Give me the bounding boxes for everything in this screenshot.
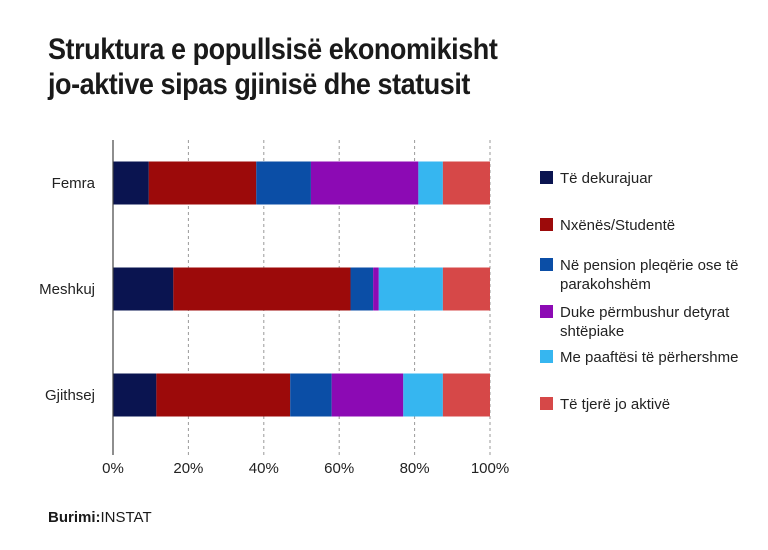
legend-label: Të dekurajuar	[560, 170, 653, 187]
bar-segment	[113, 161, 149, 205]
x-tick-label: 40%	[249, 460, 279, 477]
legend-label: Me paaftësi të përhershme	[560, 349, 738, 366]
source-note: Burimi:INSTAT	[48, 509, 152, 526]
bar-segment	[113, 373, 157, 417]
bar-segment	[418, 161, 443, 205]
source-value: INSTAT	[100, 509, 152, 526]
bar-segment	[442, 161, 490, 205]
bar-layer	[113, 161, 490, 417]
bar-segment	[290, 373, 332, 417]
legend-label: Në pension pleqërie ose të parakohshëm	[560, 257, 738, 293]
category-label: Gjithsej	[45, 387, 95, 404]
chart-title: Struktura e popullsisë ekonomikisht jo-a…	[48, 32, 588, 102]
x-tick-label: 100%	[471, 460, 509, 477]
legend-swatch	[540, 258, 553, 271]
bar-segment	[378, 267, 443, 311]
bar-segment	[256, 161, 311, 205]
bar-segment	[350, 267, 374, 311]
x-tick-label: 20%	[173, 460, 203, 477]
axis-layer: 0% 20% 40% 60% 80% 100% Femra Meshkuj Gjithsej	[39, 140, 509, 477]
bar-segment	[156, 373, 291, 417]
legend-swatch	[540, 397, 553, 410]
bar-segment	[310, 161, 419, 205]
title-line-2: jo-aktive sipas gjinisë dhe statusit	[48, 68, 470, 101]
bar-segment	[113, 267, 174, 311]
category-label: Femra	[52, 175, 96, 192]
legend: Të dekurajuar Nxënës/Studentë Në pension p…	[540, 170, 738, 413]
source-label: Burimi:	[48, 509, 101, 526]
bar-segment	[173, 267, 351, 311]
category-label: Meshkuj	[39, 281, 95, 298]
legend-swatch	[540, 305, 553, 318]
legend-label: Nxënës/Studentë	[560, 217, 675, 234]
bar-segment	[331, 373, 404, 417]
x-tick-label: 0%	[102, 460, 124, 477]
x-tick-label: 60%	[324, 460, 354, 477]
legend-swatch	[540, 350, 553, 363]
bar-segment	[403, 373, 443, 417]
legend-swatch	[540, 171, 553, 184]
legend-label: Duke përmbushur detyrat shtëpiake	[560, 304, 730, 340]
bar-segment	[148, 161, 257, 205]
bar-segment	[442, 373, 490, 417]
bar-segment	[442, 267, 490, 311]
x-tick-label: 80%	[400, 460, 430, 477]
bar-segment	[373, 267, 379, 311]
title-line-1: Struktura e popullsisë ekonomikisht	[48, 33, 498, 66]
legend-swatch	[540, 218, 553, 231]
legend-label: Të tjerë jo aktivë	[560, 396, 670, 413]
